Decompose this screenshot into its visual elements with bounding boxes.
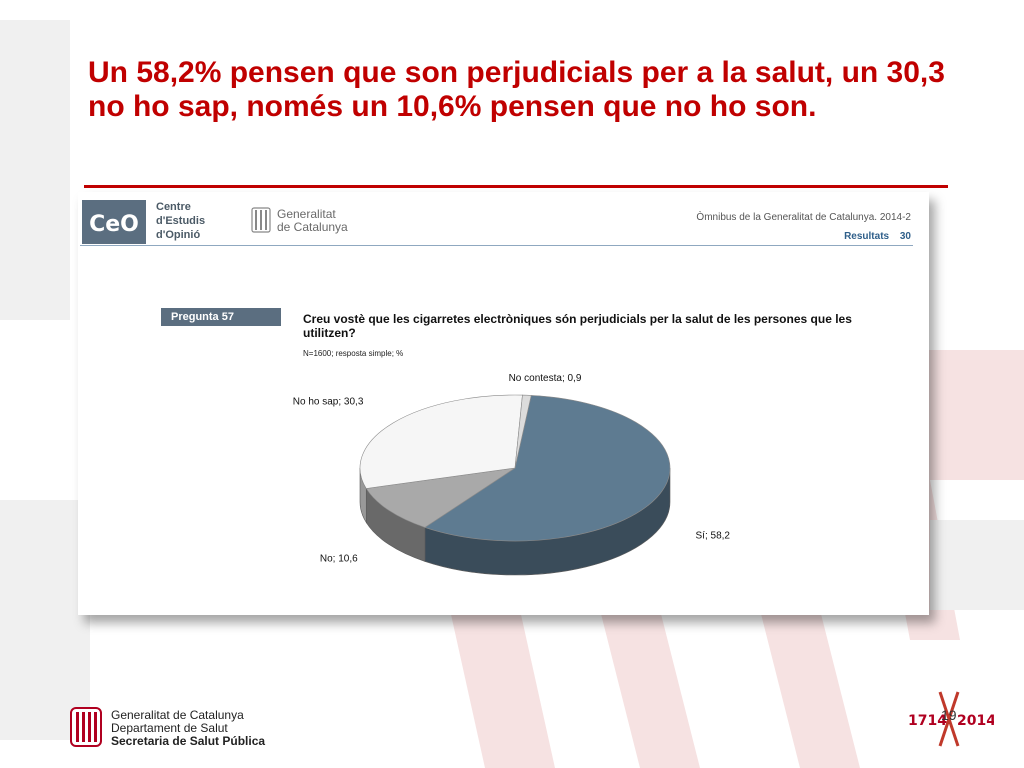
pie-label-si: Sí; 58,2 [696,531,731,542]
pie-chart: Sí; 58,2 No; 10,6 No ho sap; 30,3 No contes… [293,373,731,576]
question-text: Creu vostè que les cigarretes electròniq… [303,312,852,340]
ceo-logo: CeO [82,200,146,244]
watermark-red-stripes [450,350,1024,768]
results-label: Resultats [844,231,890,242]
pie-label-no-contesta: No contesta; 0,9 [509,373,582,384]
ceo-name-line: Centre [156,201,191,213]
pie-tops [359,394,671,542]
generalitat-header-name: Generalitat de Catalunya [277,208,348,234]
footer-org-line: Secretaria de Salut Pública [111,734,266,748]
ceo-name-line: d'Estudis [156,215,206,227]
results-line: Resultats 30 [836,231,911,242]
ceo-name-line: d'Opinió [156,229,201,241]
slide-title: Un 58,2% pensen que son perjudicials per… [88,56,945,123]
watermark-gray-shapes [0,20,1024,740]
footer-org-line: Generalitat de Catalunya [111,708,244,722]
footer-org-line: Departament de Salut [111,721,228,735]
footer-organization: Generalitat de Catalunya Departament de … [111,709,265,748]
report-card: CeO Centre d'Estudis d'Opinió Generalita… [78,192,929,615]
header-divider [80,245,913,246]
pie-label-no: No; 10,6 [320,554,358,565]
tricentenari-mark-icon [938,691,960,747]
pie-label-no-ho-sap: No ho sap; 30,3 [293,396,364,407]
question-meta: N=1600; resposta simple; % [303,349,404,358]
ceo-name: Centre d'Estudis d'Opinió [156,200,205,242]
tricentenari-left-year: 1714 [908,713,947,729]
results-number: 30 [899,231,911,242]
ceo-logo-text: CeO [89,212,139,237]
pie-slice-si [424,395,671,542]
pie-slice-no [365,467,516,528]
generalitat-line: Generalitat [277,207,336,221]
generalitat-line: de Catalunya [277,220,348,234]
title-underline [84,185,948,188]
tricentenari-right-year: 2014 [957,713,994,729]
pie-labels: Sí; 58,2 No; 10,6 No ho sap; 30,3 No contes… [293,373,731,565]
tricentenari-logo: 1714 2014 [908,691,994,747]
generalitat-footer-logo-icon [70,707,102,747]
page-number: 19 [941,707,957,723]
pie-slice-no-contesta [514,394,532,469]
generalitat-logo-icon [251,207,271,233]
question-tag: Pregunta 57 [161,308,281,326]
pie-slice-no-ho-sap [359,394,523,489]
omnibus-label: Òmnibus de la Generalitat de Catalunya. … [696,212,911,223]
